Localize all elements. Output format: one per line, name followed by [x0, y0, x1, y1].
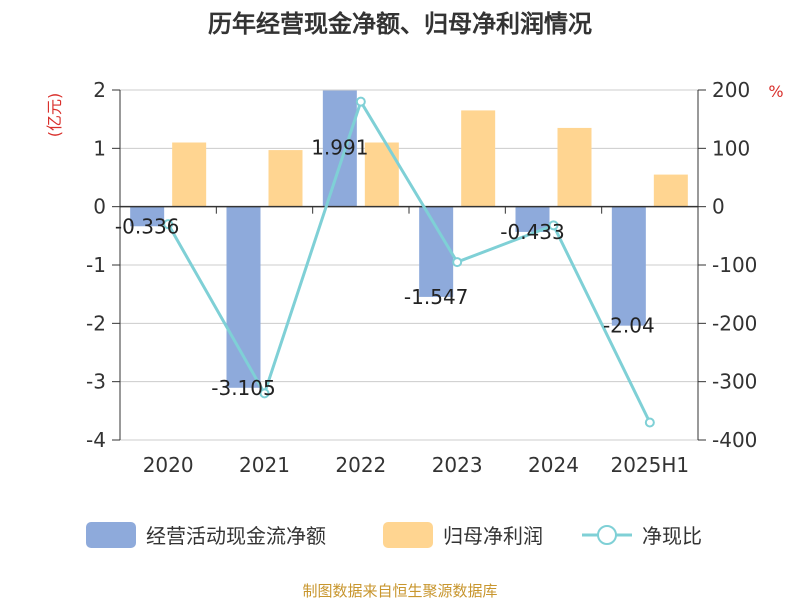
ratio-point	[452, 257, 463, 268]
data-label-cashflow: -0.336	[115, 214, 179, 238]
ratio-point	[163, 219, 174, 230]
left-tick-label: -1	[86, 253, 106, 277]
right-tick-label: 0	[712, 195, 725, 219]
data-label-cashflow: -0.433	[500, 220, 564, 244]
right-tick-label: -400	[712, 428, 757, 452]
bar-cashflow	[226, 206, 261, 388]
right-tick-label: -200	[712, 311, 757, 335]
data-label-cashflow: -3.105	[211, 376, 275, 400]
left-tick-label: 1	[93, 136, 106, 160]
ratio-point	[548, 220, 559, 231]
x-tick-label: 2022	[335, 453, 386, 477]
x-axis-ticks: 2020 2021 2022 2023 2024 2025H1	[143, 453, 689, 477]
left-tick-label: -3	[86, 370, 106, 394]
source-note: 制图数据来自恒生聚源数据库	[302, 582, 497, 600]
x-tick-label: 2021	[239, 453, 290, 477]
bar-profit	[268, 150, 303, 207]
bar-cashflow	[611, 206, 646, 326]
left-tick-label: 2	[93, 78, 106, 102]
bar-cashflow	[322, 90, 357, 207]
bar-cashflow	[130, 206, 165, 227]
gridlines	[120, 89, 698, 441]
data-label-cashflow: -1.547	[404, 285, 468, 309]
ratio-point	[355, 96, 366, 107]
right-tick-label: -100	[712, 253, 757, 277]
legend-marker-ratio	[597, 525, 617, 545]
x-tick-label: 2025H1	[610, 453, 689, 477]
legend-label-ratio: 净现比	[642, 524, 702, 548]
right-tick-label: 100	[712, 136, 750, 160]
right-axis-ticks: 200 100 0 -100 -200 -300 -400	[697, 78, 757, 452]
left-tick-label: -4	[86, 428, 106, 452]
left-axis-ticks: 2 1 0 -1 -2 -3 -4	[86, 78, 121, 452]
chart-title: 历年经营现金净额、归母净利润情况	[208, 10, 592, 38]
left-tick-label: -2	[86, 311, 106, 335]
data-label-cashflow: -2.04	[603, 314, 655, 338]
x-tick-label: 2024	[528, 453, 579, 477]
bar-profit	[653, 174, 688, 207]
ratio-line	[163, 96, 655, 428]
ratio-point	[259, 388, 270, 399]
legend: 经营活动现金流净额 归母净利润 净现比	[86, 522, 702, 548]
bars	[130, 90, 688, 388]
legend-label-profit: 归母净利润	[443, 524, 543, 548]
legend-label-cashflow: 经营活动现金流净额	[146, 524, 326, 548]
bar-profit	[172, 142, 207, 207]
bar-profit	[364, 142, 399, 207]
x-tick-label: 2023	[432, 453, 483, 477]
right-tick-label: 200	[712, 78, 750, 102]
left-axis-unit: (亿元)	[45, 93, 64, 138]
legend-swatch-profit	[383, 522, 433, 548]
bar-profit	[461, 110, 496, 207]
bar-profit	[557, 127, 592, 207]
zero-axis	[119, 205, 699, 214]
x-tick-label: 2020	[143, 453, 194, 477]
legend-swatch-cashflow	[86, 522, 136, 548]
ratio-point	[644, 417, 655, 428]
data-labels: -0.336 -3.105 1.991 -1.547 -0.433 -2.04	[115, 136, 655, 400]
right-axis-unit: %	[768, 82, 783, 101]
left-tick-label: 0	[93, 195, 106, 219]
ratio-line-path	[166, 98, 652, 424]
right-tick-label: -300	[712, 370, 757, 394]
data-label-cashflow: 1.991	[311, 136, 368, 160]
bar-cashflow	[419, 206, 454, 297]
